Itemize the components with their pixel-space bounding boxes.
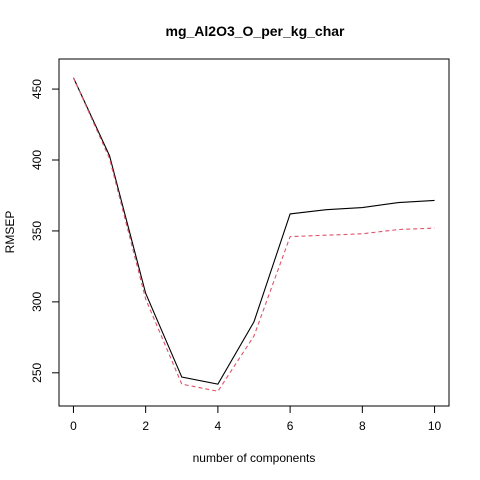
x-tick-label: 4 (215, 419, 222, 433)
y-tick-label: 250 (30, 362, 44, 382)
plot-frame (58, 58, 450, 407)
x-tick-label: 8 (359, 419, 366, 433)
x-axis: 0 2 4 6 8 10 (70, 405, 442, 433)
x-tick-label: 0 (70, 419, 77, 433)
y-tick-label: 400 (30, 150, 44, 170)
series-layer (72, 77, 435, 392)
x-tick-label: 2 (142, 419, 149, 433)
y-tick-label: 450 (30, 79, 44, 99)
series-line-2 (72, 77, 435, 392)
series-line-1 (72, 77, 435, 385)
y-tick-label: 350 (30, 221, 44, 241)
x-axis-label: number of components (193, 451, 316, 465)
chart-title: mg_Al2O3_O_per_kg_char (166, 23, 346, 39)
x-tick-label: 10 (428, 419, 442, 433)
y-axis-label: RMSEP (3, 211, 17, 254)
y-axis: 250 300 350 400 450 (30, 79, 60, 383)
y-tick-label: 300 (30, 292, 44, 312)
x-tick-label: 6 (287, 419, 294, 433)
